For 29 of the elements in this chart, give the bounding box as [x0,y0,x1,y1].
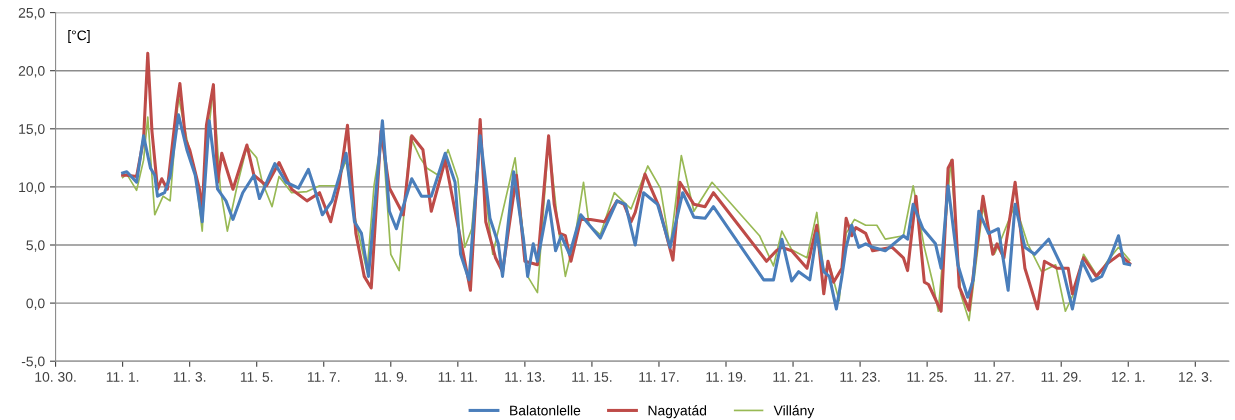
x-tick-label: 11. 13. [505,371,545,382]
y-tick-label: 10,0 [19,182,45,194]
x-tick-label: 11. 15. [572,372,612,382]
x-tick-label: 11. 21. [773,371,813,382]
legend-label: Villány [773,405,815,419]
y-tick-label: 25,0 [18,7,45,20]
x-tick-label: 11. 3. [173,371,206,382]
y-tick-label: -5,0 [21,356,45,369]
x-tick-label: 11. 9. [374,371,407,382]
x-tick-label: 12. 3. [1178,371,1212,382]
x-tick-label: 11. 11. [438,372,477,382]
x-tick-label: 11. 7. [307,372,340,382]
x-tick-label: 11. 5. [240,372,273,382]
legend-label: Balatonlelle [510,405,581,416]
y-tick-label: 15,0 [19,124,45,136]
y-axis-title: [°C] [68,30,90,43]
x-tick-label: 11. 25. [907,371,947,382]
y-tick-label: 0,0 [26,298,45,310]
x-tick-label: 11. 17. [639,372,679,382]
x-tick-label: 10. 30. [35,371,76,382]
x-tick-label: 11. 27. [974,371,1014,382]
x-tick-label: 11. 1. [106,372,139,382]
x-tick-label: 11. 23. [840,371,880,382]
y-tick-label: 5,0 [26,240,45,252]
y-tick-label: 20,0 [18,66,45,78]
x-tick-label: 12. 1. [1111,371,1145,382]
x-tick-label: 11. 19. [706,371,746,382]
x-tick-label: 11. 29. [1041,371,1081,382]
legend-label: Nagyatád [648,405,707,419]
